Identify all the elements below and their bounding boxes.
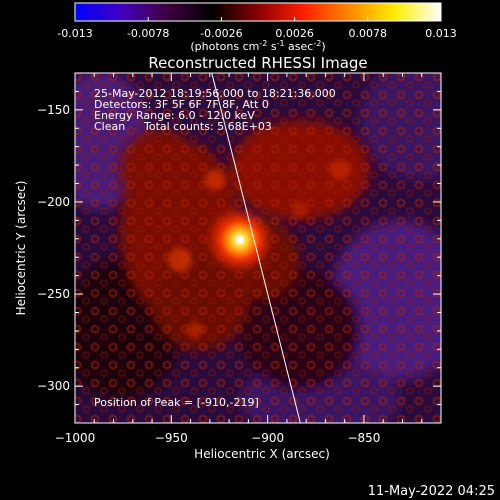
- y-tick-label: −200: [37, 195, 70, 209]
- flare-source: [214, 214, 266, 266]
- chart-title: Reconstructed RHESSI Image: [148, 54, 367, 72]
- flare-peak: [236, 236, 244, 244]
- colorbar-tick-label: 0.0026: [275, 27, 314, 40]
- y-tick-label: −250: [37, 287, 70, 301]
- y-tick-label: −300: [37, 379, 70, 393]
- image-area: [75, 73, 441, 423]
- detectors-text: Detectors: 3F 5F 6F 7F 8F, Att 0: [94, 98, 269, 111]
- colorbar-tick-label: 0.0078: [349, 27, 388, 40]
- colorbar-tick-label: -0.013: [57, 27, 92, 40]
- colorbar: -0.013 -0.0078 -0.0026 0.0026 0.0078 0.013 (p…: [57, 2, 457, 53]
- solar-limb-line: [211, 73, 301, 423]
- plot-frame: [74, 72, 442, 424]
- x-tick-label: −1000: [55, 431, 96, 445]
- colorbar-units: (photons cm-2 s-1 asec-2): [190, 39, 325, 53]
- x-tick-label: −950: [155, 431, 188, 445]
- colorbar-ticks: -0.013 -0.0078 -0.0026 0.0026 0.0078 0.013: [57, 17, 457, 40]
- colorbar-tick-label: -0.0026: [200, 27, 242, 40]
- x-axis: −1000 −950 −900 −850: [55, 73, 442, 445]
- image-annotations: 25-May-2012 18:19:56.000 to 18:21:36.000…: [94, 87, 336, 409]
- peak-position-text: Position of Peak = [-910,-219]: [94, 396, 259, 409]
- x-tick-label: −900: [251, 431, 284, 445]
- colorbar-tick-label: 0.013: [425, 27, 457, 40]
- timestamp: 11-May-2022 04:25: [368, 484, 495, 499]
- colorbar-gradient: [74, 2, 442, 22]
- y-axis-label: Heliocentric Y (arcsec): [14, 181, 28, 316]
- x-tick-label: −850: [347, 431, 380, 445]
- time-range-text: 25-May-2012 18:19:56.000 to 18:21:36.000: [94, 87, 336, 100]
- colorbar-tick-label: -0.0078: [127, 27, 169, 40]
- total-counts-text: Total counts: 5.68E+03: [143, 120, 272, 133]
- y-tick-label: −150: [37, 103, 70, 117]
- method-text: Clean: [94, 120, 125, 133]
- bright-knots: [168, 160, 350, 338]
- energy-range-text: Energy Range: 6.0 - 12.0 keV: [94, 109, 255, 122]
- y-axis: −150 −200 −250 −300: [37, 72, 441, 424]
- x-axis-label: Heliocentric X (arcsec): [194, 447, 330, 461]
